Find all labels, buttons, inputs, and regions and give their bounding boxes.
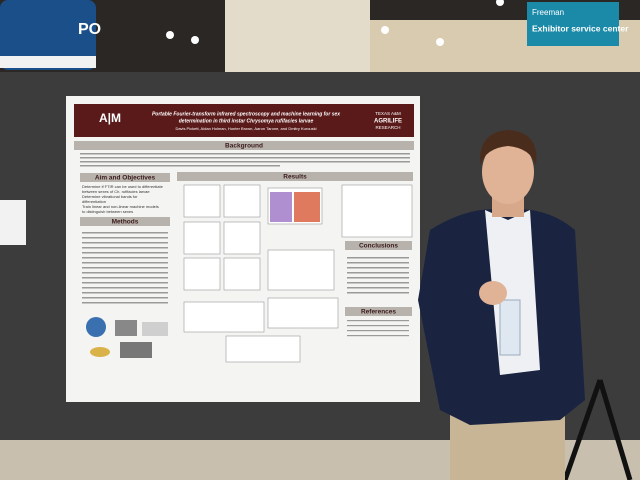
text-line bbox=[80, 161, 410, 163]
light bbox=[166, 31, 174, 39]
plot bbox=[183, 221, 221, 255]
sign bbox=[527, 2, 619, 46]
easel-leg bbox=[562, 379, 603, 480]
logo-right: TEXAS A&M bbox=[375, 111, 401, 116]
text-line bbox=[80, 153, 410, 155]
badge bbox=[499, 299, 521, 356]
text-line bbox=[82, 232, 168, 234]
text-line bbox=[82, 237, 168, 239]
easel-leg bbox=[597, 379, 633, 480]
aim-bullet: between sexes of Ch. rufifacies larvae bbox=[82, 189, 150, 194]
light bbox=[381, 26, 389, 34]
text-line bbox=[347, 272, 409, 274]
text-line bbox=[347, 257, 409, 259]
section-header: Background bbox=[225, 143, 263, 150]
aim-bullet: Determine vibrational bands for bbox=[82, 194, 138, 199]
hair bbox=[479, 130, 537, 165]
text-line bbox=[82, 242, 168, 244]
poster-header bbox=[74, 104, 414, 137]
plot-area bbox=[294, 192, 320, 222]
section-header-bar bbox=[345, 307, 412, 316]
section-header-bar bbox=[74, 141, 414, 150]
section-header: Aim and Objectives bbox=[95, 175, 156, 182]
section-header: Methods bbox=[112, 219, 139, 226]
logo-right: RESEARCH bbox=[375, 125, 400, 130]
plot bbox=[183, 257, 221, 291]
text-line bbox=[82, 302, 168, 304]
paper bbox=[0, 200, 26, 245]
logo-right: AGRILIFE bbox=[374, 119, 402, 125]
plot bbox=[223, 184, 261, 218]
icon bbox=[86, 317, 106, 337]
sign-text: Exhibitor service center bbox=[532, 23, 629, 33]
table bbox=[225, 335, 301, 363]
device-image bbox=[120, 342, 152, 358]
text-line bbox=[347, 330, 409, 332]
poster-title: Portable Fourier-transform infrared spec… bbox=[152, 111, 340, 117]
pillar bbox=[225, 0, 370, 85]
device-image bbox=[142, 322, 168, 336]
aim-bullet: Train linear and non-linear machine mode… bbox=[82, 204, 159, 209]
section-header: Conclusions bbox=[359, 243, 398, 250]
hand bbox=[479, 281, 507, 305]
banner bbox=[0, 0, 96, 70]
text-line bbox=[82, 267, 168, 269]
text-line bbox=[347, 282, 409, 284]
text-line bbox=[347, 325, 409, 327]
text-line bbox=[82, 292, 168, 294]
section-header: References bbox=[361, 309, 396, 316]
aim-bullet: to distinguish between sexes bbox=[82, 209, 133, 214]
text-line bbox=[82, 252, 168, 254]
text-line bbox=[82, 262, 168, 264]
logo-left: A|M bbox=[99, 111, 121, 125]
text-line bbox=[80, 165, 280, 167]
text-line bbox=[347, 287, 409, 289]
section-header-bar bbox=[80, 173, 170, 182]
text-line bbox=[82, 257, 168, 259]
table bbox=[267, 297, 339, 329]
light bbox=[496, 0, 504, 6]
section-header-bar bbox=[80, 217, 170, 226]
text-line bbox=[82, 272, 168, 274]
plot bbox=[223, 257, 261, 291]
section-header-bar bbox=[177, 172, 413, 181]
table bbox=[183, 301, 265, 333]
text-line bbox=[347, 335, 409, 337]
section-header: Results bbox=[283, 174, 307, 181]
plot-area bbox=[270, 192, 292, 222]
section-header-bar bbox=[345, 241, 412, 250]
face bbox=[482, 140, 534, 204]
banner-edge bbox=[0, 56, 96, 68]
light bbox=[191, 36, 199, 44]
text-line bbox=[82, 297, 168, 299]
poster-title: determination in third instar Chrysomya … bbox=[179, 118, 314, 124]
table bbox=[267, 249, 335, 291]
aim-bullet: differentiation bbox=[82, 199, 106, 204]
text-line bbox=[82, 282, 168, 284]
sign-brand: Freeman bbox=[532, 8, 564, 17]
text-line bbox=[347, 262, 409, 264]
poster-authors: Davis Pickett, Aidan Holman, Hunter Brow… bbox=[175, 126, 316, 131]
text-line bbox=[347, 277, 409, 279]
text-line bbox=[347, 267, 409, 269]
light bbox=[436, 38, 444, 46]
banner-text: PO bbox=[78, 21, 101, 38]
text-line bbox=[82, 247, 168, 249]
table bbox=[341, 184, 413, 238]
text-line bbox=[82, 287, 168, 289]
device-image bbox=[115, 320, 137, 336]
plot bbox=[223, 221, 261, 255]
text-line bbox=[80, 157, 410, 159]
text-line bbox=[347, 320, 409, 322]
text-line bbox=[82, 277, 168, 279]
aim-bullet: Determine if FTIR can be used to differe… bbox=[82, 184, 164, 189]
text-line bbox=[347, 292, 409, 294]
larvae bbox=[90, 347, 110, 357]
plot bbox=[183, 184, 221, 218]
shirt bbox=[485, 210, 540, 375]
